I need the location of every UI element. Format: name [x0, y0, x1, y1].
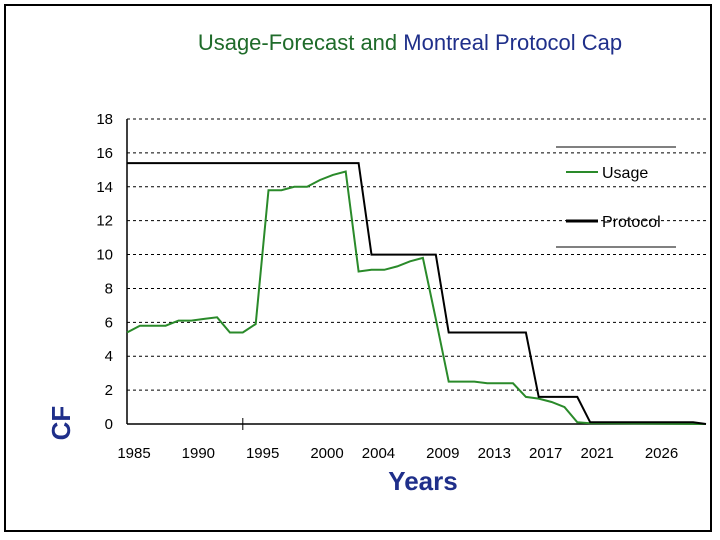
- y-tick-label-8: 8: [105, 280, 113, 297]
- x-tick-label-1995: 1995: [246, 445, 279, 462]
- series-line-usage: [126, 170, 707, 425]
- x-tick-label-2017: 2017: [529, 445, 562, 462]
- y-tick-label-4: 4: [105, 348, 113, 365]
- legend: Usage Protocol: [556, 146, 676, 248]
- y-tick-label-16: 16: [96, 145, 113, 162]
- y-axis-label: CF: [46, 406, 76, 441]
- y-tick-label-10: 10: [96, 247, 113, 264]
- y-tick-label-14: 14: [96, 179, 113, 196]
- x-tick-label-2004: 2004: [362, 445, 395, 462]
- y-tick-label-6: 6: [105, 314, 113, 331]
- x-tick-label-1985: 1985: [117, 445, 150, 462]
- chart-title-part-1: Montreal Protocol Cap: [403, 30, 622, 55]
- chart-title-part-0: Usage-Forecast and: [198, 30, 403, 55]
- legend-label-protocol: Protocol: [602, 214, 661, 231]
- x-tick-label-2026: 2026: [645, 445, 678, 462]
- series-line-protocol: [127, 162, 707, 425]
- x-tick-label-2000: 2000: [310, 445, 343, 462]
- y-tick-label-12: 12: [96, 213, 113, 230]
- y-tick-label-0: 0: [105, 416, 113, 433]
- x-tick-label-2013: 2013: [478, 445, 511, 462]
- x-axis-label: Years: [388, 466, 457, 496]
- y-tick-label-18: 18: [96, 111, 113, 128]
- plot-area: 0 2 4 6 8 10 12 14 16 18 1985 1990 1995 2000 2004 2009 2…: [96, 111, 707, 462]
- y-tick-label-2: 2: [105, 382, 113, 399]
- x-tick-label-2021: 2021: [581, 445, 614, 462]
- x-tick-label-1990: 1990: [182, 445, 215, 462]
- chart-title: Usage-Forecast and Montreal Protocol Cap: [198, 30, 622, 55]
- x-tick-label-2009: 2009: [426, 445, 459, 462]
- legend-label-usage: Usage: [602, 165, 648, 182]
